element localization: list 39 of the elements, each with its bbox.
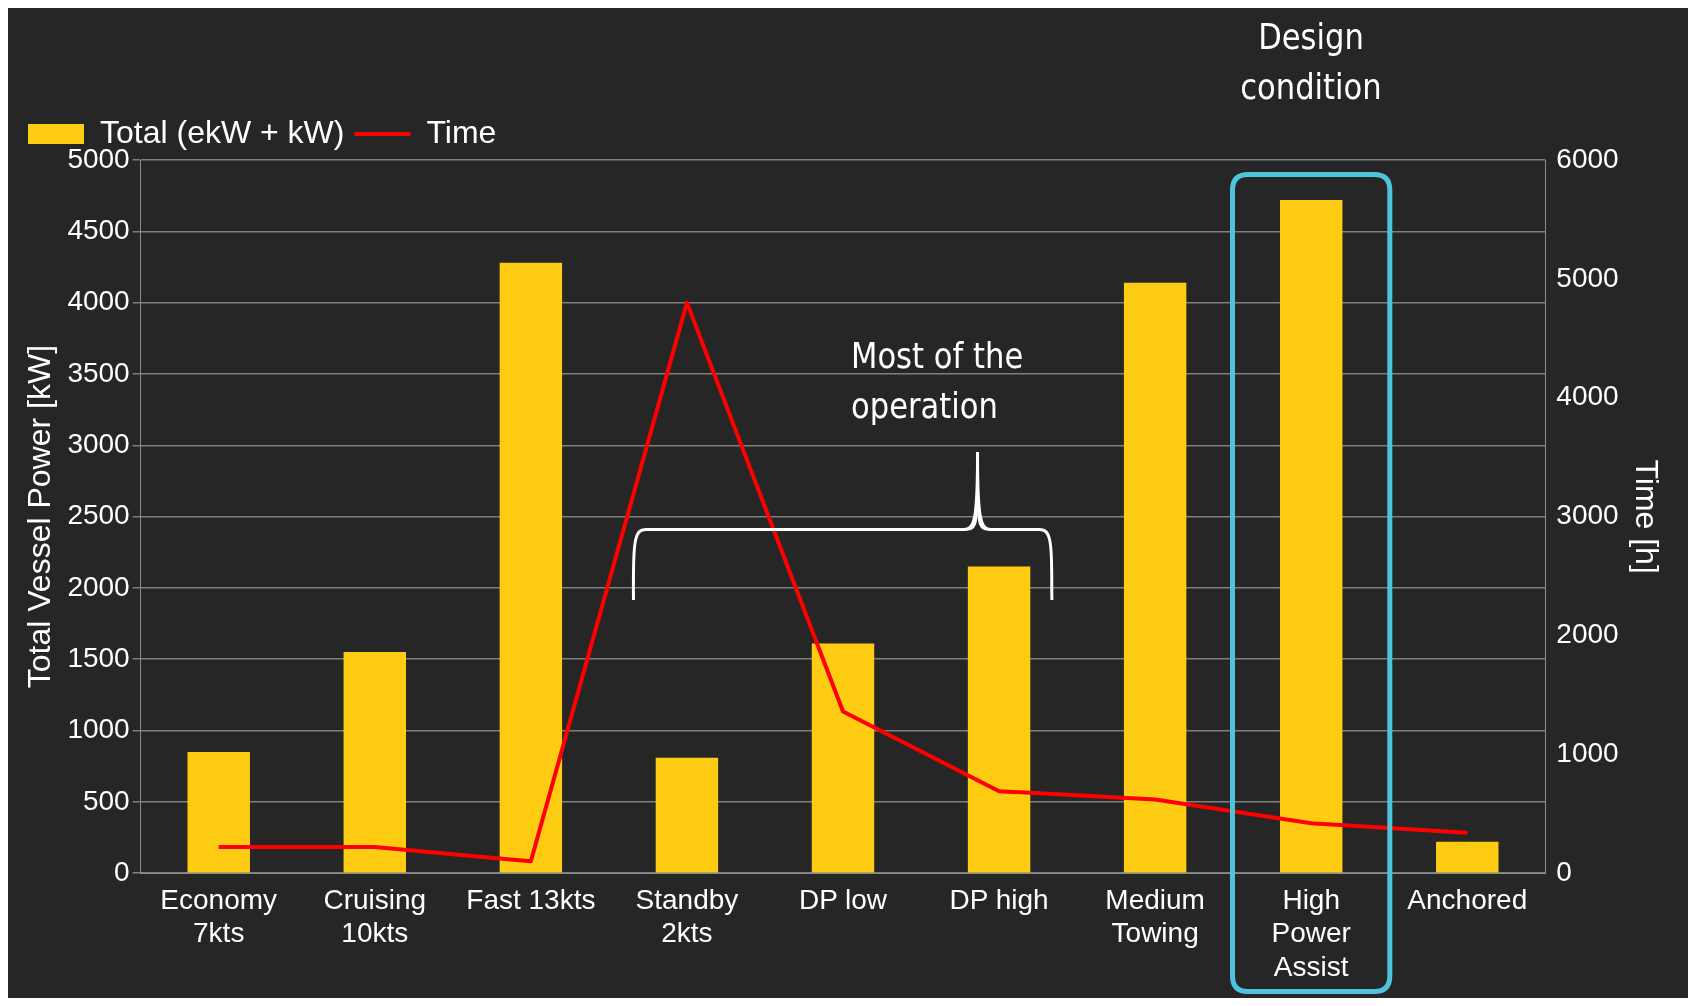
y-tick-label: 2000: [67, 570, 130, 602]
y-tick-label: 4000: [67, 285, 130, 317]
y-tick-label: 1000: [67, 713, 130, 745]
y-tick-label: 3000: [67, 428, 130, 459]
bar: [811, 643, 875, 873]
legend-label: Time: [426, 113, 497, 150]
x-tick-label: Cruising 10kts: [323, 883, 427, 949]
bar: [499, 262, 563, 873]
y-tick-label: 3500: [67, 356, 130, 388]
y2-tick-label: 4000: [1556, 380, 1619, 412]
bar: [343, 652, 407, 873]
y-axis-title: Total Vessel Power [kW]: [21, 344, 58, 689]
text: Design condition: [1239, 15, 1383, 109]
y-tick-label: 1500: [67, 641, 130, 673]
bar: [187, 751, 250, 873]
y2-tick-label: 2000: [1556, 618, 1619, 650]
y-tick-label: 500: [82, 784, 130, 816]
y2-tick-label: 6000: [1556, 142, 1619, 174]
annotation: Most of the operation: [850, 334, 1025, 429]
bar: [1123, 282, 1187, 873]
x-tick-label: Anchored: [1407, 883, 1528, 915]
y2-tick-label: 1000: [1556, 737, 1619, 769]
x-tick-label: Medium Towing: [1105, 883, 1205, 949]
x-tick-label: Economy 7kts: [160, 883, 278, 949]
y2-axis-title: Time [h]: [1628, 459, 1665, 574]
y-tick-label: 0: [114, 855, 130, 887]
x-tick-label: DP high: [949, 883, 1049, 915]
x-tick-label: Fast 13kts: [466, 883, 596, 915]
y-tick-label: 4500: [67, 214, 130, 246]
y-tick-label: 2500: [67, 499, 130, 531]
y2-tick-label: 5000: [1556, 261, 1619, 293]
y2-tick-label: 3000: [1556, 499, 1619, 531]
bar: [1436, 841, 1499, 873]
x-tick-label: High Power Assist: [1271, 883, 1351, 982]
x-tick-label: Standby 2kts: [635, 883, 739, 949]
bar: [967, 566, 1031, 873]
bar: [655, 757, 719, 873]
y2-tick-label: 0: [1556, 855, 1572, 887]
x-tick-label: DP low: [798, 883, 888, 915]
